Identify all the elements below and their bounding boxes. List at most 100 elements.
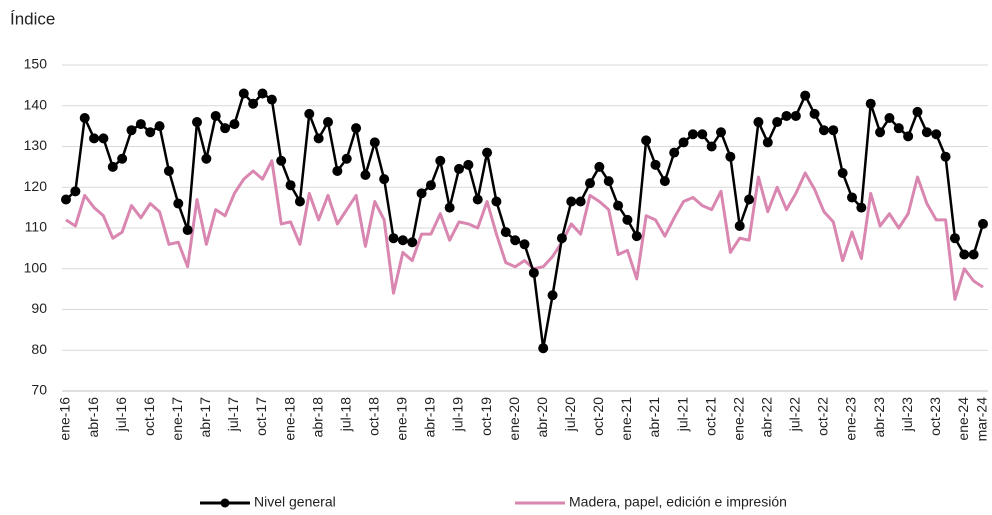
series-marker: [145, 127, 156, 138]
series-marker: [556, 233, 567, 244]
series-marker: [687, 129, 698, 140]
series-marker: [210, 110, 221, 121]
x-tick-label: abr-16: [85, 397, 101, 438]
series-marker: [257, 88, 268, 99]
x-tick-label: jul-22: [787, 397, 803, 432]
series-marker: [126, 125, 137, 136]
series-marker: [706, 141, 717, 152]
x-tick-label: jul-19: [450, 397, 466, 432]
series-marker: [613, 200, 624, 211]
y-axis-title: Índice: [10, 9, 55, 28]
x-tick-label: ene-23: [843, 397, 859, 441]
series-marker: [454, 163, 464, 174]
series-marker: [884, 112, 895, 123]
x-tick-label: ene-16: [57, 397, 73, 441]
x-tick-label: oct-22: [815, 397, 831, 436]
x-tick-label: oct-23: [927, 397, 943, 436]
x-tick-label: jul-17: [225, 397, 241, 432]
series-marker: [725, 151, 736, 162]
series-marker: [201, 153, 212, 164]
series-marker: [566, 196, 577, 207]
series-marker: [89, 133, 100, 144]
x-tick-label: ene-22: [730, 397, 746, 441]
series-marker: [753, 117, 764, 128]
series-marker: [285, 180, 296, 191]
series-marker: [192, 117, 202, 128]
series-marker: [912, 106, 923, 117]
series-marker: [491, 196, 502, 207]
x-tick-label: jul-18: [337, 397, 353, 432]
series-marker: [818, 125, 829, 136]
series-marker: [809, 108, 820, 119]
y-tick-label: 120: [24, 178, 48, 194]
series-marker: [585, 178, 595, 189]
series-marker: [931, 129, 942, 140]
y-tick-label: 90: [31, 300, 47, 316]
x-tick-label: abr-20: [534, 397, 550, 438]
series-marker: [229, 119, 240, 130]
x-tick-label: jul-20: [562, 397, 578, 432]
y-tick-label: 140: [24, 96, 48, 112]
series-marker: [875, 127, 886, 138]
series-marker: [622, 214, 633, 225]
series-marker: [323, 117, 333, 128]
series-marker: [163, 165, 174, 176]
series-marker: [800, 90, 811, 101]
x-tick-label: ene-21: [618, 397, 634, 441]
series-marker: [940, 151, 951, 162]
series-marker: [669, 147, 680, 158]
series-marker: [659, 176, 670, 187]
series-marker: [631, 231, 642, 242]
legend-marker: [220, 498, 230, 508]
series-marker: [594, 161, 605, 172]
series-marker: [847, 192, 857, 203]
y-tick-label: 100: [24, 259, 48, 275]
series-marker: [603, 176, 614, 187]
series-marker: [435, 155, 446, 166]
x-tick-label: ene-20: [506, 397, 522, 441]
x-tick-label: oct-19: [478, 397, 494, 436]
series-marker: [313, 133, 324, 144]
series-marker: [538, 343, 549, 354]
series-marker: [510, 235, 521, 246]
series-marker: [678, 137, 689, 148]
series-marker: [921, 127, 932, 138]
series-marker: [294, 196, 305, 207]
series-marker: [856, 202, 867, 213]
series-marker: [837, 167, 848, 178]
series-marker: [98, 133, 109, 144]
series-marker: [266, 94, 277, 105]
series-marker: [397, 235, 408, 246]
series-marker: [341, 153, 352, 164]
y-tick-label: 80: [31, 341, 47, 357]
series-marker: [482, 147, 493, 158]
x-tick-label: abr-21: [646, 397, 662, 438]
x-tick-label: oct-17: [253, 397, 269, 436]
x-tick-label: oct-16: [141, 397, 157, 436]
series-marker: [79, 112, 90, 123]
series-marker: [182, 225, 193, 236]
series-marker: [772, 117, 783, 128]
x-tick-label: abr-23: [871, 397, 887, 438]
x-tick-label: abr-22: [758, 397, 774, 438]
series-marker: [416, 188, 427, 199]
legend-label: Nivel general: [254, 494, 336, 510]
series-marker: [547, 290, 558, 301]
series-marker: [351, 123, 362, 134]
x-tick-label: jul-23: [899, 397, 915, 432]
series-line: [65, 92, 985, 350]
series-marker: [519, 239, 530, 250]
series-marker: [762, 137, 773, 148]
series-marker: [978, 218, 988, 229]
x-tick-label: abr-18: [309, 397, 325, 438]
x-tick-label: ene-17: [169, 397, 185, 441]
series-marker: [865, 98, 876, 109]
series-marker: [903, 131, 914, 142]
series-marker: [360, 170, 371, 181]
series-marker: [641, 135, 652, 146]
series-marker: [463, 159, 474, 170]
series-marker: [500, 227, 511, 238]
series-marker: [304, 108, 315, 119]
series-marker: [828, 125, 839, 136]
